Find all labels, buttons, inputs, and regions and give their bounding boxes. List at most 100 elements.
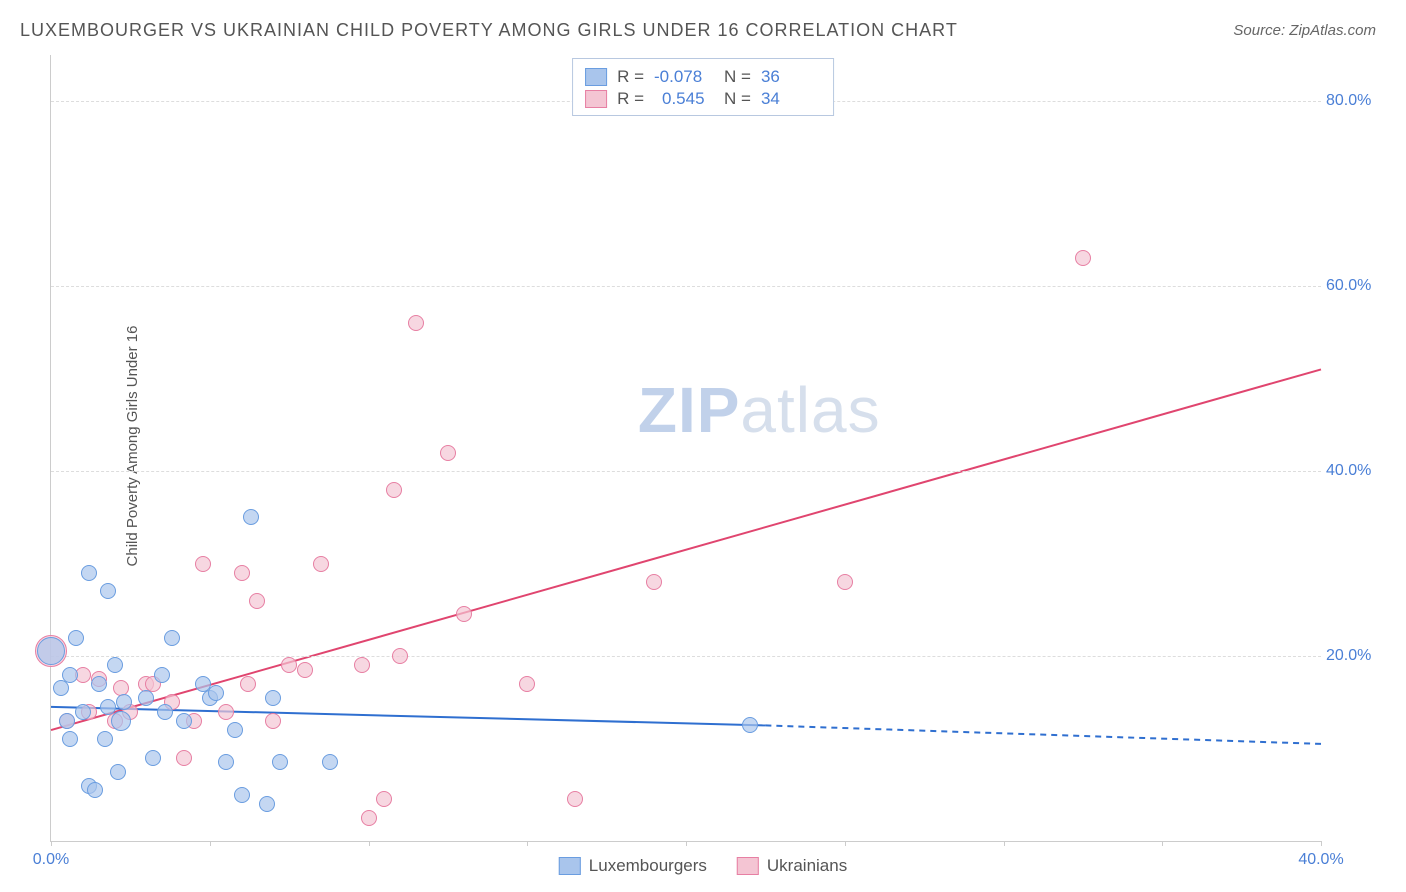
point-ukr <box>567 791 583 807</box>
point-ukr <box>240 676 256 692</box>
point-lux <box>154 667 170 683</box>
point-ukr <box>354 657 370 673</box>
xtick-mark <box>51 841 52 846</box>
legend-series: Luxembourgers Ukrainians <box>559 856 847 876</box>
legend-label-ukr: Ukrainians <box>767 856 847 876</box>
point-lux <box>59 713 75 729</box>
point-lux <box>100 583 116 599</box>
n-label: N = <box>724 67 751 87</box>
point-ukr <box>1075 250 1091 266</box>
source-attribution: Source: ZipAtlas.com <box>1233 22 1376 39</box>
legend-label-lux: Luxembourgers <box>589 856 707 876</box>
point-lux <box>227 722 243 738</box>
point-lux <box>91 676 107 692</box>
point-ukr <box>519 676 535 692</box>
xtick-mark <box>210 841 211 846</box>
point-ukr <box>376 791 392 807</box>
n-label: N = <box>724 89 751 109</box>
point-lux <box>208 685 224 701</box>
page-title: LUXEMBOURGER VS UKRAINIAN CHILD POVERTY … <box>20 20 958 41</box>
r-label: R = <box>617 67 644 87</box>
trendline <box>765 725 1321 743</box>
point-lux <box>62 731 78 747</box>
point-ukr <box>408 315 424 331</box>
point-lux <box>81 565 97 581</box>
xtick-mark <box>527 841 528 846</box>
point-ukr <box>392 648 408 664</box>
point-lux <box>53 680 69 696</box>
point-lux <box>164 630 180 646</box>
point-lux <box>110 764 126 780</box>
point-lux <box>322 754 338 770</box>
point-ukr <box>361 810 377 826</box>
swatch-ukr-icon <box>585 90 607 108</box>
legend-item-ukr: Ukrainians <box>737 856 847 876</box>
ytick-label: 80.0% <box>1326 92 1396 110</box>
xtick-label: 0.0% <box>33 851 69 869</box>
source-prefix: Source: <box>1233 22 1289 39</box>
point-ukr <box>234 565 250 581</box>
ytick-label: 60.0% <box>1326 277 1396 295</box>
ytick-label: 20.0% <box>1326 647 1396 665</box>
point-lux <box>234 787 250 803</box>
point-ukr <box>313 556 329 572</box>
point-lux <box>75 704 91 720</box>
xtick-mark <box>1162 841 1163 846</box>
point-ukr <box>281 657 297 673</box>
point-lux <box>138 690 154 706</box>
point-ukr <box>646 574 662 590</box>
xtick-mark <box>1004 841 1005 846</box>
point-lux <box>176 713 192 729</box>
point-ukr <box>440 445 456 461</box>
point-ukr <box>456 606 472 622</box>
r-label: R = <box>617 89 644 109</box>
n-value-lux: 36 <box>761 67 821 87</box>
swatch-ukr-icon <box>737 857 759 875</box>
legend-stats-row-lux: R = -0.078 N = 36 <box>585 67 821 87</box>
trendlines-layer <box>51 55 1321 841</box>
point-ukr <box>297 662 313 678</box>
point-lux <box>87 782 103 798</box>
point-lux <box>37 637 65 665</box>
source-name: ZipAtlas.com <box>1289 22 1376 39</box>
legend-item-lux: Luxembourgers <box>559 856 707 876</box>
r-value-lux: -0.078 <box>654 67 714 87</box>
xtick-mark <box>845 841 846 846</box>
trendline <box>51 369 1321 730</box>
scatter-chart: 20.0%40.0%60.0%80.0%0.0%40.0% <box>50 55 1321 842</box>
n-value-ukr: 34 <box>761 89 821 109</box>
point-lux <box>218 754 234 770</box>
gridline-h <box>51 656 1321 657</box>
point-ukr <box>386 482 402 498</box>
point-lux <box>145 750 161 766</box>
xtick-label: 40.0% <box>1298 851 1343 869</box>
point-lux <box>68 630 84 646</box>
point-lux <box>243 509 259 525</box>
legend-stats-row-ukr: R = 0.545 N = 34 <box>585 89 821 109</box>
gridline-h <box>51 471 1321 472</box>
point-lux <box>62 667 78 683</box>
point-lux <box>97 731 113 747</box>
legend-stats: R = -0.078 N = 36 R = 0.545 N = 34 <box>572 58 834 116</box>
point-ukr <box>265 713 281 729</box>
point-ukr <box>195 556 211 572</box>
point-ukr <box>176 750 192 766</box>
point-lux <box>272 754 288 770</box>
xtick-mark <box>369 841 370 846</box>
r-value-ukr: 0.545 <box>654 89 714 109</box>
point-ukr <box>837 574 853 590</box>
point-lux <box>157 704 173 720</box>
ytick-label: 40.0% <box>1326 462 1396 480</box>
swatch-lux-icon <box>585 68 607 86</box>
gridline-h <box>51 286 1321 287</box>
point-lux <box>107 657 123 673</box>
xtick-mark <box>1321 841 1322 846</box>
point-lux <box>116 694 132 710</box>
xtick-mark <box>686 841 687 846</box>
point-lux <box>742 717 758 733</box>
point-ukr <box>249 593 265 609</box>
point-lux <box>259 796 275 812</box>
swatch-lux-icon <box>559 857 581 875</box>
point-lux <box>111 711 131 731</box>
point-ukr <box>218 704 234 720</box>
